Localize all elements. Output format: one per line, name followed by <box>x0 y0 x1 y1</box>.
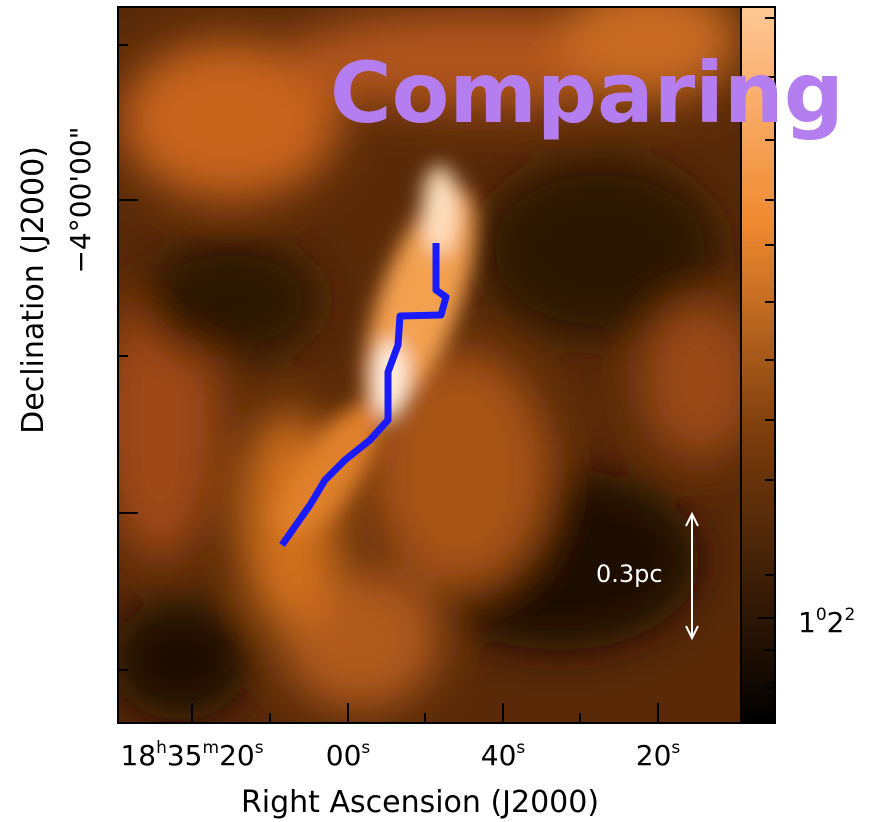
filament-spine <box>279 243 450 548</box>
x-tick-labels: 18h35m20s 00s 40s 20s <box>120 738 680 772</box>
superscript: s <box>671 738 680 758</box>
tick-label: 20s <box>636 738 681 772</box>
y-tick-label: −4°00'00" <box>64 126 97 273</box>
label-text: 20 <box>636 739 672 772</box>
colorbar <box>740 6 776 724</box>
scale-bar-label: 0.3pc <box>596 560 663 588</box>
superscript: s <box>361 738 370 758</box>
label-text: 35 <box>167 739 203 772</box>
label-text: 1 <box>798 606 816 639</box>
scale-bar <box>685 511 699 641</box>
tick-label: 1022 <box>798 605 855 639</box>
label-text: 20 <box>219 739 255 772</box>
superscript: m <box>203 738 220 758</box>
label-text: 18 <box>120 739 156 772</box>
x-axis-label: Right Ascension (J2000) <box>241 785 599 820</box>
label-text: 00 <box>326 739 362 772</box>
colorbar-labels: 1022 <box>798 605 855 639</box>
tick-label: 40s <box>481 738 526 772</box>
label-text: 40 <box>481 739 517 772</box>
tick-label: 18h35m20s <box>120 738 263 772</box>
superscript: s <box>255 738 264 758</box>
title: Comparing u <box>330 44 869 142</box>
tick-label: 00s <box>326 738 371 772</box>
superscript: 2 <box>844 605 855 625</box>
y-axis-label: Declination (J2000) <box>16 146 51 434</box>
label-text: 2 <box>827 606 845 639</box>
superscript: 0 <box>816 605 827 625</box>
column-density-map <box>118 7 741 723</box>
superscript: h <box>156 738 167 758</box>
ticks <box>118 17 775 723</box>
superscript: s <box>516 738 525 758</box>
